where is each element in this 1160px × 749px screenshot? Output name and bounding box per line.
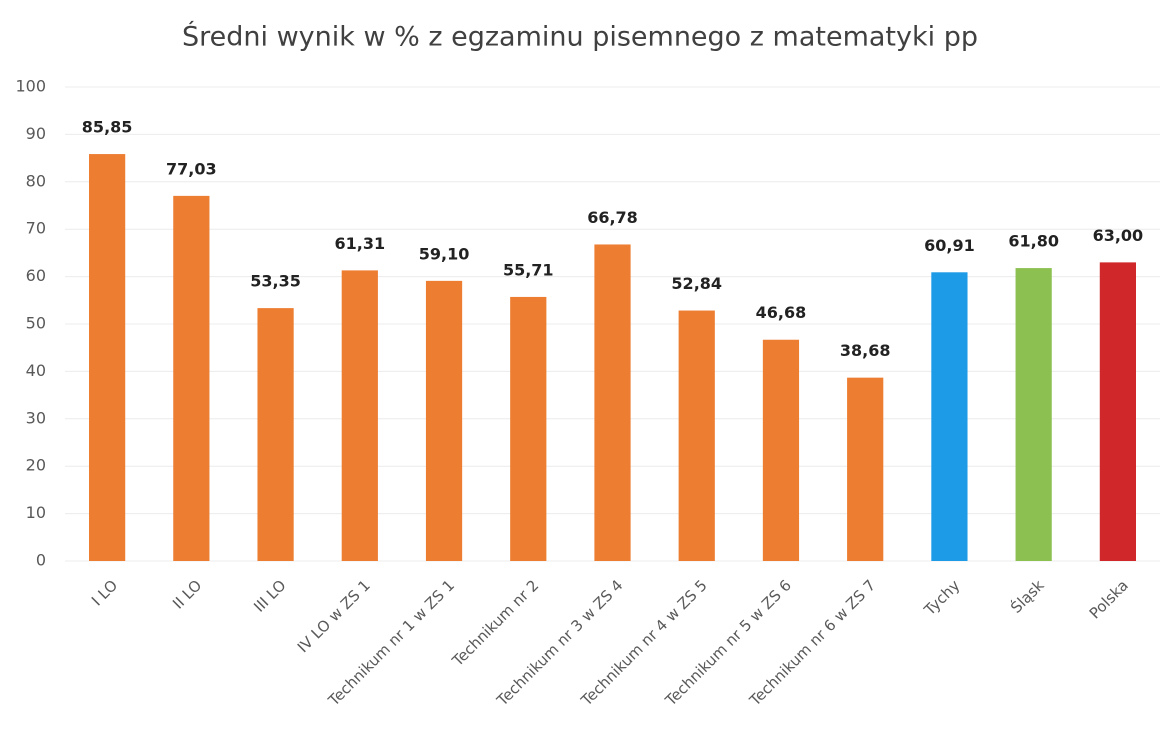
y-tick-label: 60 [26,266,46,285]
x-tick-label: Technikum nr 2 [448,576,542,670]
data-label: 46,68 [756,303,807,322]
x-tick-label: IV LO w ZS 1 [294,576,374,656]
y-tick-label: 20 [26,456,46,475]
x-tick-label: Tychy [920,576,963,619]
x-tick-label: III LO [250,576,289,615]
y-tick-label: 10 [26,503,46,522]
y-tick-label: 40 [26,361,46,380]
chart-title: Średni wynik w % z egzaminu pisemnego z … [182,21,978,53]
y-tick-label: 50 [26,314,46,333]
bar [594,244,631,561]
data-label: 55,71 [503,260,554,279]
data-label: 61,80 [1008,232,1059,251]
y-tick-label: 80 [26,171,46,190]
bar [678,310,715,561]
y-tick-label: 30 [26,408,46,427]
data-label: 63,00 [1093,226,1144,245]
y-tick-label: 90 [26,124,46,143]
data-label: 85,85 [82,118,133,137]
bar [257,308,294,561]
bar [425,280,463,561]
x-tick-label: Polska [1086,576,1132,622]
bar [173,195,210,561]
bar [931,272,968,561]
x-tick-label: Śląsk [1006,575,1048,617]
bar [1015,268,1052,561]
bar [847,377,884,561]
x-tick-label: II LO [169,576,205,612]
data-label: 38,68 [840,341,891,360]
data-label: 52,84 [671,274,722,293]
y-tick-label: 0 [36,551,46,570]
data-label: 77,03 [166,159,217,178]
bar [89,154,126,562]
y-tick-label: 100 [15,77,46,96]
data-label: 61,31 [335,234,386,253]
x-tick-label: I LO [88,576,121,609]
bar [762,339,800,561]
data-label: 53,35 [250,272,301,291]
y-tick-label: 70 [26,219,46,238]
bar [510,296,547,561]
bar [341,270,378,561]
data-label: 60,91 [924,236,975,255]
data-label: 59,10 [419,244,470,263]
bar [1099,262,1136,561]
data-label: 66,78 [587,208,638,227]
